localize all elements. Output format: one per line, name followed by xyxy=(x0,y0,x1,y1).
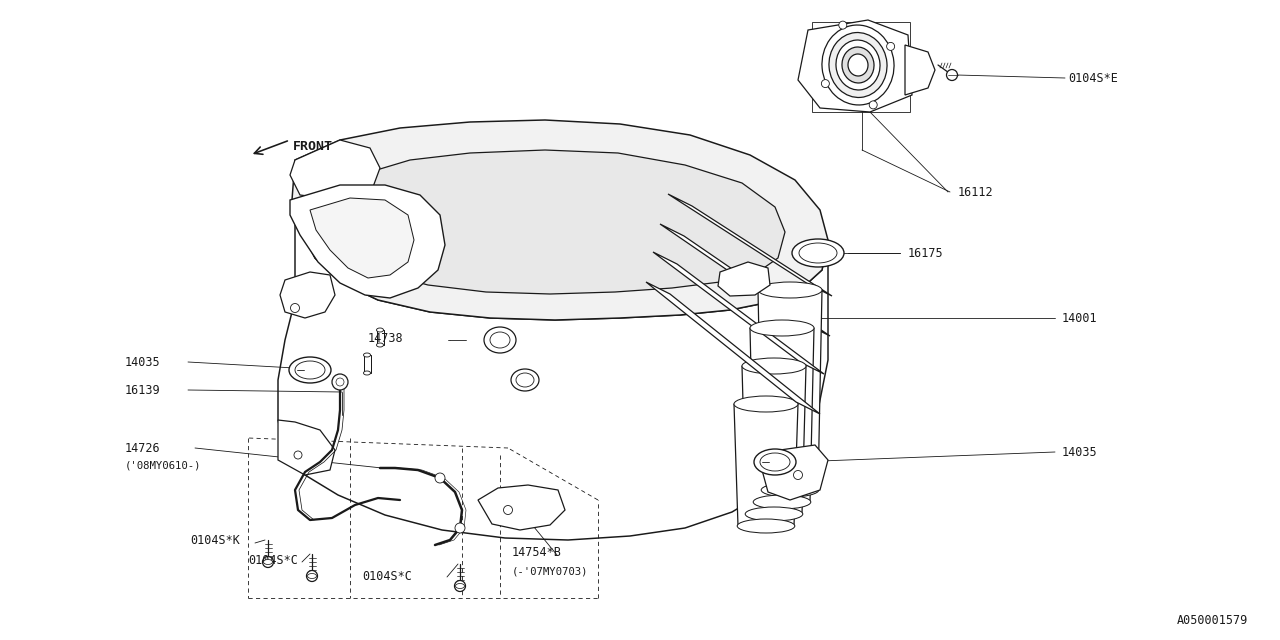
Circle shape xyxy=(454,580,466,591)
Ellipse shape xyxy=(742,358,806,374)
Text: (-'07MY0703): (-'07MY0703) xyxy=(512,566,589,576)
Polygon shape xyxy=(742,366,806,514)
Text: 14726: 14726 xyxy=(125,442,160,454)
Ellipse shape xyxy=(376,343,384,347)
Polygon shape xyxy=(646,282,820,414)
Polygon shape xyxy=(653,252,824,374)
Polygon shape xyxy=(660,224,829,336)
Ellipse shape xyxy=(456,584,465,589)
Polygon shape xyxy=(750,328,814,502)
Circle shape xyxy=(822,79,829,88)
Ellipse shape xyxy=(753,495,810,509)
Bar xyxy=(378,330,384,345)
Circle shape xyxy=(887,42,895,51)
Ellipse shape xyxy=(792,239,844,267)
Ellipse shape xyxy=(822,25,893,105)
Polygon shape xyxy=(292,120,828,320)
Polygon shape xyxy=(342,150,785,294)
Ellipse shape xyxy=(762,483,819,497)
Ellipse shape xyxy=(799,243,837,263)
Text: 14035: 14035 xyxy=(125,355,160,369)
Polygon shape xyxy=(668,194,832,296)
Ellipse shape xyxy=(733,396,797,412)
Text: A050001579: A050001579 xyxy=(1176,614,1248,627)
Ellipse shape xyxy=(760,453,790,471)
Circle shape xyxy=(838,21,847,29)
Ellipse shape xyxy=(745,507,803,521)
Polygon shape xyxy=(477,485,564,530)
Ellipse shape xyxy=(516,373,534,387)
Ellipse shape xyxy=(289,357,332,383)
Polygon shape xyxy=(291,185,445,298)
Polygon shape xyxy=(278,420,335,475)
Polygon shape xyxy=(905,45,934,95)
Text: ('08MY0610-): ('08MY0610-) xyxy=(125,461,201,471)
Ellipse shape xyxy=(836,40,881,90)
Polygon shape xyxy=(291,140,380,200)
Ellipse shape xyxy=(750,320,814,336)
Circle shape xyxy=(294,451,302,459)
Text: 14001: 14001 xyxy=(1062,312,1098,324)
Polygon shape xyxy=(278,160,828,540)
Text: 0104S*C: 0104S*C xyxy=(248,554,298,566)
Circle shape xyxy=(869,101,877,109)
Ellipse shape xyxy=(758,282,822,298)
Text: 14035: 14035 xyxy=(1062,445,1098,458)
Circle shape xyxy=(291,303,300,312)
Polygon shape xyxy=(733,404,797,526)
Polygon shape xyxy=(762,445,828,500)
Circle shape xyxy=(946,70,957,81)
Text: 16175: 16175 xyxy=(908,246,943,259)
Ellipse shape xyxy=(307,573,316,579)
Ellipse shape xyxy=(511,369,539,391)
Ellipse shape xyxy=(264,559,273,564)
Ellipse shape xyxy=(376,328,384,332)
Ellipse shape xyxy=(847,54,868,76)
Text: 16139: 16139 xyxy=(125,383,160,397)
Ellipse shape xyxy=(364,353,370,357)
Text: 0104S*E: 0104S*E xyxy=(1068,72,1117,84)
Ellipse shape xyxy=(754,449,796,475)
Circle shape xyxy=(332,374,348,390)
Ellipse shape xyxy=(829,33,887,97)
Bar xyxy=(364,355,371,373)
Circle shape xyxy=(794,470,803,479)
Ellipse shape xyxy=(294,361,325,379)
Circle shape xyxy=(306,570,317,582)
Text: 0104S*C: 0104S*C xyxy=(362,570,412,584)
Ellipse shape xyxy=(737,519,795,533)
Polygon shape xyxy=(812,22,910,112)
Circle shape xyxy=(435,473,445,483)
Ellipse shape xyxy=(484,327,516,353)
Polygon shape xyxy=(718,262,771,296)
Circle shape xyxy=(262,557,274,568)
Text: 14738: 14738 xyxy=(369,332,403,344)
Circle shape xyxy=(337,378,344,386)
Polygon shape xyxy=(280,272,335,318)
Circle shape xyxy=(503,506,512,515)
Text: 14754*B: 14754*B xyxy=(512,547,562,559)
Polygon shape xyxy=(758,290,822,490)
Ellipse shape xyxy=(490,332,509,348)
Polygon shape xyxy=(310,198,413,278)
Circle shape xyxy=(454,523,465,533)
Text: FRONT: FRONT xyxy=(293,140,333,152)
Text: 16112: 16112 xyxy=(957,186,993,198)
Text: 0104S*K: 0104S*K xyxy=(189,534,239,547)
Polygon shape xyxy=(797,20,913,112)
Ellipse shape xyxy=(364,371,370,375)
Ellipse shape xyxy=(842,47,874,83)
